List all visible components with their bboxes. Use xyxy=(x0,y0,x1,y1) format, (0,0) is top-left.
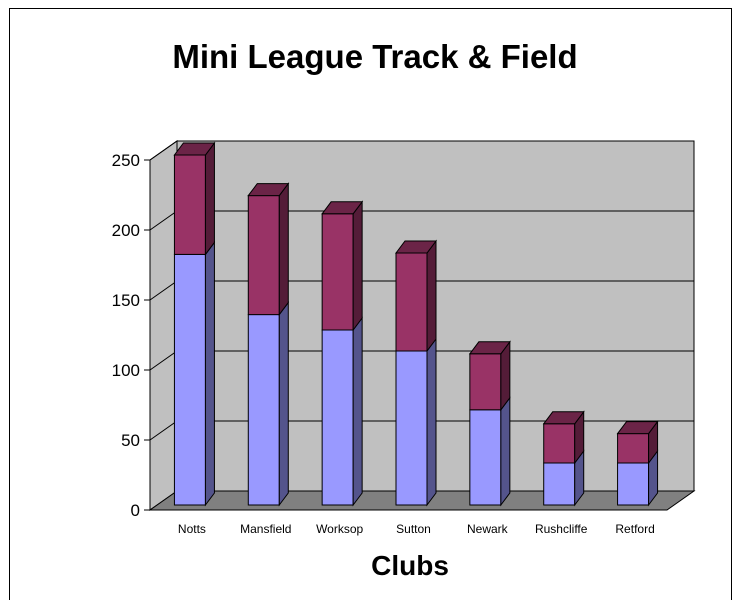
bar-side-series-2 xyxy=(352,200,363,332)
bar-front-series-1 xyxy=(321,329,354,506)
bar-top-series-2 xyxy=(395,240,437,254)
x-tick-label: Rushcliffe xyxy=(535,522,588,536)
gridline xyxy=(149,140,694,161)
bar-front-series-2 xyxy=(469,353,502,411)
side-wall xyxy=(149,140,178,511)
bar-side-series-1 xyxy=(278,301,289,507)
bar-top-series-2 xyxy=(616,421,659,435)
y-tick-label: 150 xyxy=(112,291,140,310)
bar-side-series-1 xyxy=(426,337,437,507)
x-tick-label: Newark xyxy=(467,522,509,536)
bar-top-series-2 xyxy=(468,341,511,355)
x-tick-label: Notts xyxy=(178,522,206,536)
bar-front-series-2 xyxy=(395,252,428,352)
bar-top-series-2 xyxy=(321,201,364,215)
bar-side-series-2 xyxy=(426,239,437,353)
bar-front-series-1 xyxy=(543,462,576,506)
x-tick-label: Worksop xyxy=(316,522,363,536)
bar-front-series-2 xyxy=(617,433,650,464)
y-tick-label: 100 xyxy=(112,361,140,380)
bar-side-series-2 xyxy=(278,182,289,317)
x-tick-label: Mansfield xyxy=(240,522,291,536)
chart-frame xyxy=(9,8,732,600)
bar-front-series-1 xyxy=(173,253,206,506)
y-tick-label: 250 xyxy=(112,151,140,170)
bar-front-series-1 xyxy=(617,462,650,506)
y-tick-label: 50 xyxy=(121,431,140,450)
bar-top-series-2 xyxy=(542,411,585,425)
bar-top-series-2 xyxy=(247,183,290,197)
bar-side-series-1 xyxy=(500,396,511,507)
bar-front-series-1 xyxy=(469,409,502,506)
bar-front-series-2 xyxy=(247,195,280,316)
bar-front-series-2 xyxy=(543,423,576,464)
bar-front-series-1 xyxy=(395,350,428,506)
bar-side-series-1 xyxy=(352,316,363,507)
bar-front-series-2 xyxy=(321,213,354,331)
bar-front-series-2 xyxy=(173,154,206,255)
y-tick-label: 0 xyxy=(131,501,140,520)
x-axis-label: Clubs xyxy=(371,550,449,581)
chart-title: Mini League Track & Field xyxy=(172,38,577,75)
bar-side-series-2 xyxy=(204,141,215,256)
bar-top-series-2 xyxy=(173,142,216,156)
plot-area: 0 50 100 150 200 250 Notts Mansfield Worksop Sutt… xyxy=(112,140,696,536)
x-tick-label: Retford xyxy=(615,522,654,536)
bar-side-series-1 xyxy=(204,240,215,507)
y-tick-label: 200 xyxy=(112,221,140,240)
bar-front-series-1 xyxy=(247,314,280,506)
x-tick-label: Sutton xyxy=(396,522,431,536)
